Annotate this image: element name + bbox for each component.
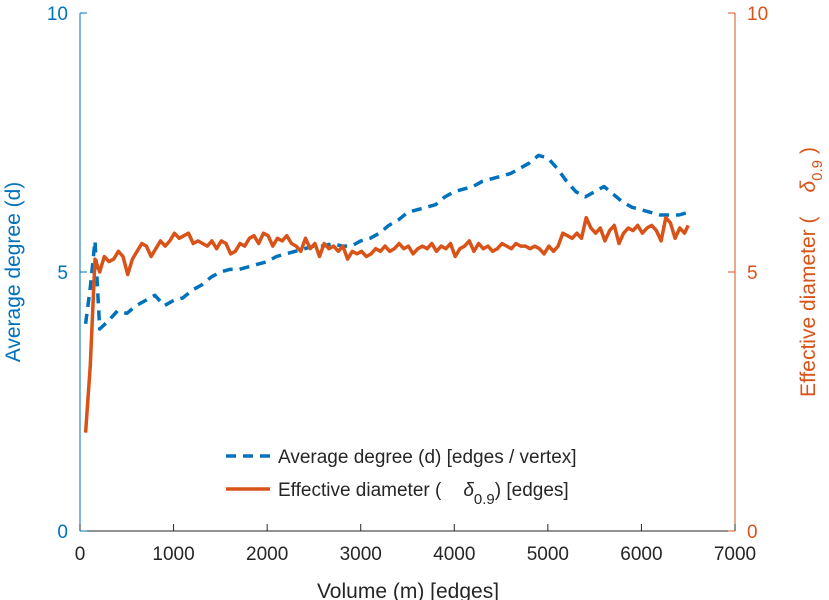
x-tick-label: 0 [75, 544, 86, 565]
average-degree-line [83, 153, 689, 331]
right-y-axis-label: Effective diameter ( δ0.9) [797, 147, 826, 397]
left-y-tick-label: 10 [47, 4, 68, 25]
legend: Average degree (d) [edges / vertex] Effe… [226, 447, 577, 508]
x-axis-label: Volume (m) [edges] [317, 580, 499, 600]
legend-effective-main: Effective diameter ( [278, 480, 442, 501]
right-y-label-delta: δ [797, 181, 820, 193]
right-y-label-sub: 0.9 [809, 160, 826, 181]
right-y-tick-label: 5 [747, 263, 758, 284]
legend-label-average-degree: Average degree (d) [edges / vertex] [278, 447, 577, 468]
legend-label-effective-diameter: Effective diameter ( δ0.9) [edges] [278, 480, 569, 508]
left-y-tick-label: 5 [57, 263, 68, 284]
legend-effective-delta: δ [463, 480, 474, 501]
legend-effective-end: ) [edges] [495, 480, 569, 501]
right-y-label-main: Effective diameter ( [797, 217, 820, 398]
right-y-label-close: ) [797, 147, 820, 154]
right-y-tick-label: 10 [747, 4, 768, 25]
right-y-tick-label: 0 [747, 522, 758, 543]
legend-effective-sub: 0.9 [474, 491, 495, 508]
left-y-tick-label: 0 [57, 522, 68, 543]
effective-diameter-line [83, 215, 690, 433]
right-y-axis-label-text: Effective diameter ( δ0.9) [797, 147, 826, 397]
x-tick-label: 1000 [152, 544, 194, 565]
x-tick-label: 6000 [620, 544, 662, 565]
x-tick-label: 5000 [527, 544, 569, 565]
series-layer [83, 153, 690, 433]
x-tick-label: 3000 [340, 544, 382, 565]
left-y-axis-label: Average degree (d) [2, 182, 25, 363]
x-tick-label: 4000 [433, 544, 475, 565]
x-tick-label: 7000 [714, 544, 756, 565]
x-tick-label: 2000 [246, 544, 288, 565]
